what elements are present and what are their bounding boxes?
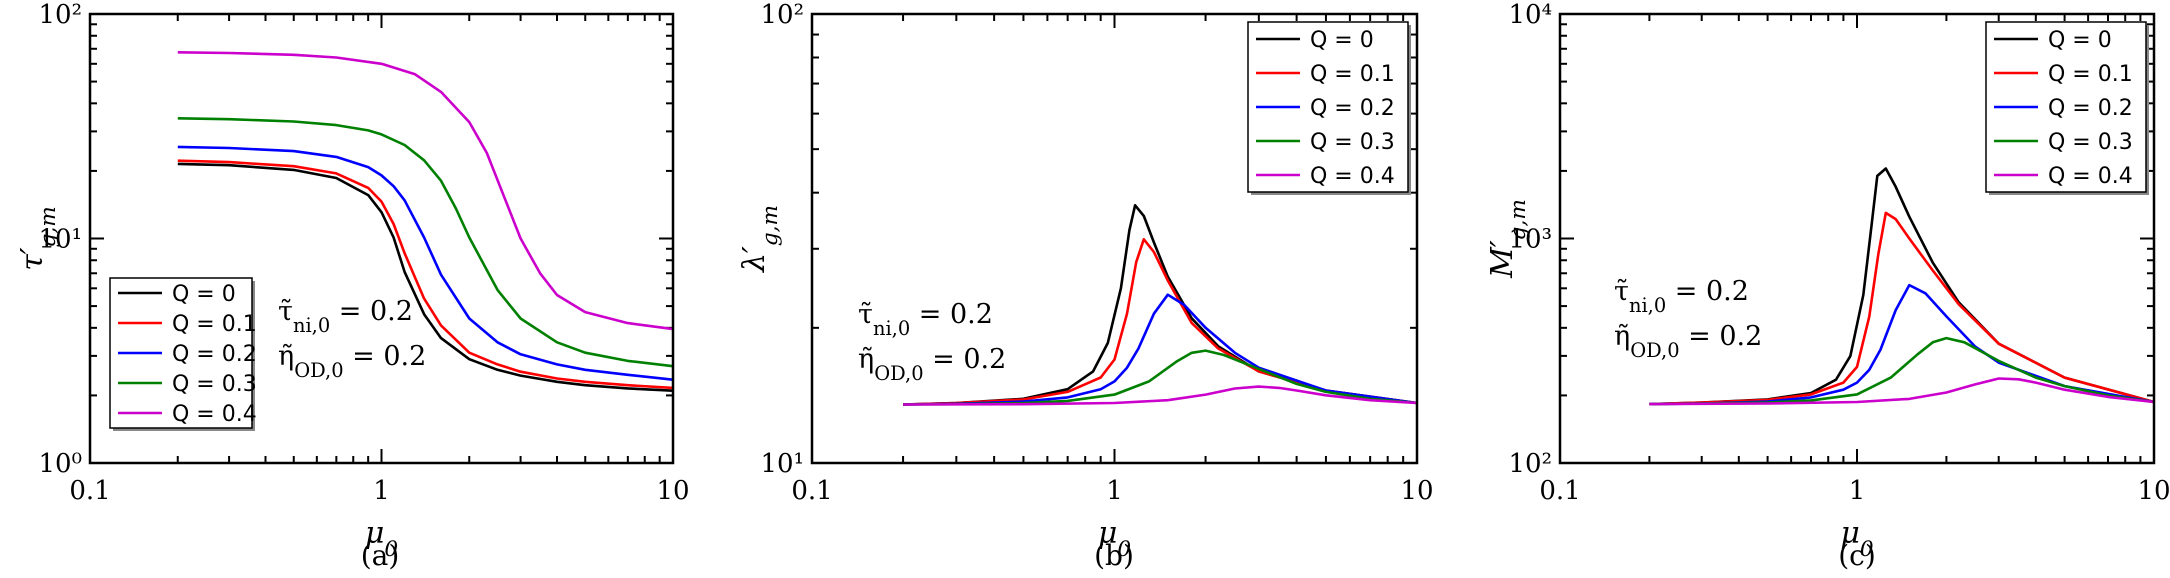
legend-entry: Q = 0.1 (1310, 62, 1395, 87)
annotation-text: τ̃ni,0 = 0.2 (278, 296, 413, 337)
x-tick-label: 1 (1106, 476, 1123, 506)
panel-label: (a) (361, 539, 400, 572)
x-tick-label: 1 (1849, 476, 1866, 506)
legend-entry: Q = 0.4 (1310, 164, 1395, 189)
legend-entry: Q = 0 (172, 282, 236, 307)
annotation-text: τ̃ni,0 = 0.2 (1614, 276, 1749, 317)
series-line-q1 (1649, 211, 2155, 406)
legend-entry: Q = 0.4 (172, 402, 257, 427)
series-line-q3 (177, 117, 674, 368)
legend: Q = 0 Q = 0.1 Q = 0.2 Q = 0.3 Q = 0.4 (1985, 21, 2149, 195)
y-tick-label: 10² (38, 0, 82, 30)
svg-text:λ′g,m: λ′g,m (737, 205, 783, 273)
legend-entry: Q = 0.3 (172, 372, 257, 397)
series-line-q4 (903, 385, 1418, 406)
annotation: τ̃ni,0 = 0.2η̃OD,0 = 0.2 (278, 296, 426, 382)
annotation-text: η̃OD,0 = 0.2 (858, 344, 1006, 385)
x-tick-label: 10 (1400, 476, 1433, 506)
annotation-text: η̃OD,0 = 0.2 (278, 341, 426, 382)
y-tick-label: 10¹ (38, 225, 82, 255)
panel-label: (c) (1838, 539, 1876, 572)
annotation: τ̃ni,0 = 0.2η̃OD,0 = 0.2 (1614, 276, 1762, 362)
annotation: τ̃ni,0 = 0.2η̃OD,0 = 0.2 (858, 299, 1006, 385)
y-tick-label: 10⁴ (1508, 0, 1552, 30)
plot-frame (1558, 12, 2156, 465)
annotation-text: τ̃ni,0 = 0.2 (858, 299, 993, 340)
legend-entry: Q = 0 (1310, 28, 1374, 53)
y-tick-label: 10² (1508, 449, 1552, 479)
legend-entry: Q = 0 (2048, 28, 2112, 53)
chart-panel-1: 0.1 1 10 10⁰ 10¹ 10² μ0 τ′g,m (a) τ̃ni,0 = 0.2η̃O… (15, 0, 690, 572)
x-tick-label: 10 (2137, 476, 2170, 506)
series-line-q3 (1649, 336, 2155, 406)
series-line-q4 (177, 51, 674, 331)
y-tick-label: 10³ (1508, 225, 1552, 255)
series-line-q3 (903, 349, 1418, 406)
legend-entry: Q = 0.2 (172, 342, 257, 367)
y-axis-label: λ′g,m (737, 205, 783, 273)
x-tick-label: 0.1 (69, 476, 110, 506)
series-line-q2 (177, 145, 674, 381)
chart-panel-2: 0.1 1 10 10¹ 10² μ0 λ′g,m (b) τ̃ni,0 = 0.2η̃OD,0… (737, 0, 1434, 572)
y-tick-label: 10⁰ (38, 449, 82, 479)
legend-entry: Q = 0.1 (2048, 62, 2133, 87)
x-tick-label: 0.1 (1539, 476, 1580, 506)
x-axis-label: μ0 (1840, 516, 1874, 562)
plot-frame (88, 12, 675, 465)
legend: Q = 0 Q = 0.1 Q = 0.2 Q = 0.3 Q = 0.4 (1247, 21, 1411, 195)
series-line-q0 (177, 162, 674, 392)
annotation-text: η̃OD,0 = 0.2 (1614, 321, 1762, 362)
x-tick-label: 10 (656, 476, 689, 506)
legend-entry: Q = 0.3 (1310, 130, 1395, 155)
legend-entry: Q = 0.3 (2048, 130, 2133, 155)
series-line-q2 (903, 293, 1418, 406)
svg-text:M′g,m: M′g,m (1485, 199, 1531, 279)
y-tick-label: 10¹ (760, 449, 804, 479)
svg-text:τ′g,m: τ′g,m (15, 206, 61, 271)
y-axis-label: M′g,m (1485, 199, 1531, 279)
y-axis-label: τ′g,m (15, 206, 61, 271)
series-line-q1 (177, 159, 674, 390)
panel-label: (b) (1094, 539, 1134, 572)
series-line-q4 (1649, 377, 2155, 406)
legend-entry: Q = 0.4 (2048, 164, 2133, 189)
plot-frame (810, 12, 1419, 465)
x-axis-label: μ0 (365, 516, 399, 562)
legend: Q = 0 Q = 0.1 Q = 0.2 Q = 0.3 Q = 0.4 (109, 277, 257, 431)
legend-entry: Q = 0.2 (1310, 96, 1395, 121)
y-tick-label: 10² (760, 0, 804, 30)
legend-entry: Q = 0.2 (2048, 96, 2133, 121)
x-tick-label: 0.1 (791, 476, 832, 506)
legend-entry: Q = 0.1 (172, 312, 257, 337)
x-axis-label: μ0 (1098, 516, 1132, 562)
chart-panel-3: 0.1 1 10 10² 10³ 10⁴ μ0 M′g,m (c) τ̃ni,0 = 0.2η̃O… (1485, 0, 2170, 572)
x-tick-label: 1 (373, 476, 390, 506)
